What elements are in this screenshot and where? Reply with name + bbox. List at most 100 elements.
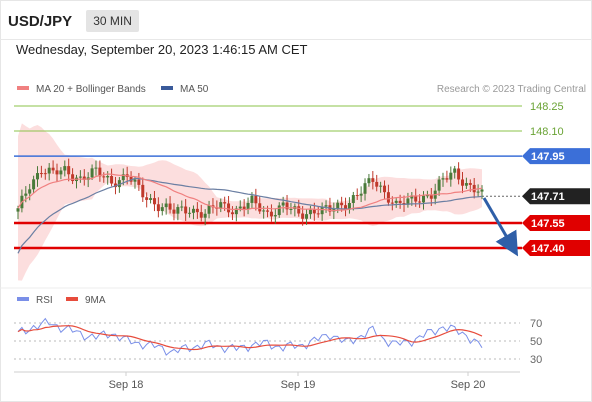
candle-body [371, 178, 375, 182]
candle-body [312, 209, 316, 214]
candle-body [32, 179, 36, 190]
candle-body [480, 189, 484, 192]
rsi-tick-label-70: 70 [530, 318, 542, 330]
candle-body [297, 206, 301, 214]
credit-text: Research © 2023 Trading Central [437, 84, 586, 95]
candle-body [199, 212, 203, 218]
x-tick-label: Sep 20 [451, 379, 486, 391]
candle-body [207, 205, 211, 214]
candle-body [406, 198, 410, 205]
candle-body [71, 174, 75, 182]
projection-arrow [482, 197, 519, 257]
candle-body [394, 200, 398, 203]
candle-body [281, 202, 285, 206]
candle-body [63, 166, 67, 171]
level-tag-147-95 [522, 148, 590, 165]
bollinger-band-area [18, 123, 482, 281]
chart-header: USD/JPY 30 MIN [8, 8, 139, 34]
candle-body [277, 205, 281, 216]
candle-body [188, 212, 192, 214]
candle-body [390, 202, 394, 204]
rsi-ma-legend-swatch [66, 297, 78, 301]
candle-body [141, 184, 145, 198]
price-levels [14, 105, 522, 250]
ma50-legend-swatch [161, 86, 173, 90]
candle-body [59, 170, 63, 175]
candle-body [437, 179, 441, 191]
ma20-legend-swatch [17, 86, 29, 90]
candle-body [476, 191, 480, 193]
level-tag-147-71 [522, 188, 590, 205]
candle-body [258, 203, 262, 212]
candle-body [184, 206, 188, 214]
candle-body [273, 215, 277, 217]
candle-body [160, 207, 164, 212]
rsi-tick-label-30: 30 [530, 354, 542, 366]
candle-body [102, 176, 106, 178]
level-label-147-95: 147.95 [531, 151, 565, 163]
candle-body [347, 203, 351, 210]
candle-body [78, 176, 82, 178]
x-tick-label: Sep 18 [109, 379, 144, 391]
ma50-legend-label: MA 50 [180, 84, 209, 95]
rsi-line [17, 317, 483, 356]
candle-body [176, 207, 180, 214]
candle-body [117, 180, 121, 188]
candle-body [425, 195, 429, 197]
candle-body [24, 193, 28, 196]
candle-body [145, 197, 149, 200]
candle-body [133, 179, 137, 182]
candle-body [164, 203, 168, 208]
level-label-147-40: 147.40 [531, 243, 565, 255]
ma20-line [17, 173, 483, 212]
candle-body [94, 167, 98, 169]
level-tag-147-55 [522, 214, 590, 231]
candle-body [266, 210, 270, 212]
level-label-148-10: 148.10 [530, 126, 564, 138]
candle-body [305, 214, 309, 219]
candle-body [67, 166, 71, 175]
candle-body [308, 209, 312, 215]
candle-body [363, 183, 367, 194]
candle-body [414, 195, 418, 202]
level-tag-147-40 [522, 240, 590, 256]
moving-averages [17, 173, 483, 254]
level-label-148-25: 148.25 [530, 101, 564, 113]
candle-body [223, 202, 227, 204]
candle-body [242, 206, 246, 209]
rsi-panel: 70 50 30 [14, 317, 542, 366]
ma20-legend-label: MA 20 + Bollinger Bands [36, 84, 146, 95]
rsi-ma-legend-label: 9MA [85, 295, 106, 306]
candle-body [234, 208, 238, 215]
candle-body [453, 168, 457, 173]
candle-body [457, 168, 461, 180]
level-label-147-55: 147.55 [531, 218, 565, 230]
candle-body [90, 168, 94, 178]
currency-pair: USD/JPY [8, 12, 73, 30]
candle-body [110, 176, 114, 184]
candle-body [262, 210, 266, 212]
candle-body [16, 208, 20, 212]
candle-body [367, 178, 371, 184]
candle-body [344, 205, 348, 210]
candle-body [301, 213, 305, 219]
candle-body [320, 206, 324, 215]
candle-body [137, 179, 141, 185]
candle-body [246, 202, 250, 209]
candle-body [468, 183, 472, 185]
candle-body [156, 204, 160, 212]
candle-body [191, 208, 195, 213]
candle-body [410, 195, 414, 199]
candle-body [172, 209, 176, 214]
timeframe-button[interactable]: 30 MIN [86, 10, 139, 32]
candle-body [441, 178, 445, 180]
chart-datetime: Wednesday, September 20, 2023 1:46:15 AM… [16, 42, 308, 57]
candle-body [422, 195, 426, 203]
candle-body [449, 172, 453, 180]
candle-body [324, 205, 328, 207]
candle-body [106, 176, 110, 178]
rsi-ma-line [17, 325, 483, 351]
header-divider [0, 39, 592, 40]
candle-body [35, 173, 39, 180]
